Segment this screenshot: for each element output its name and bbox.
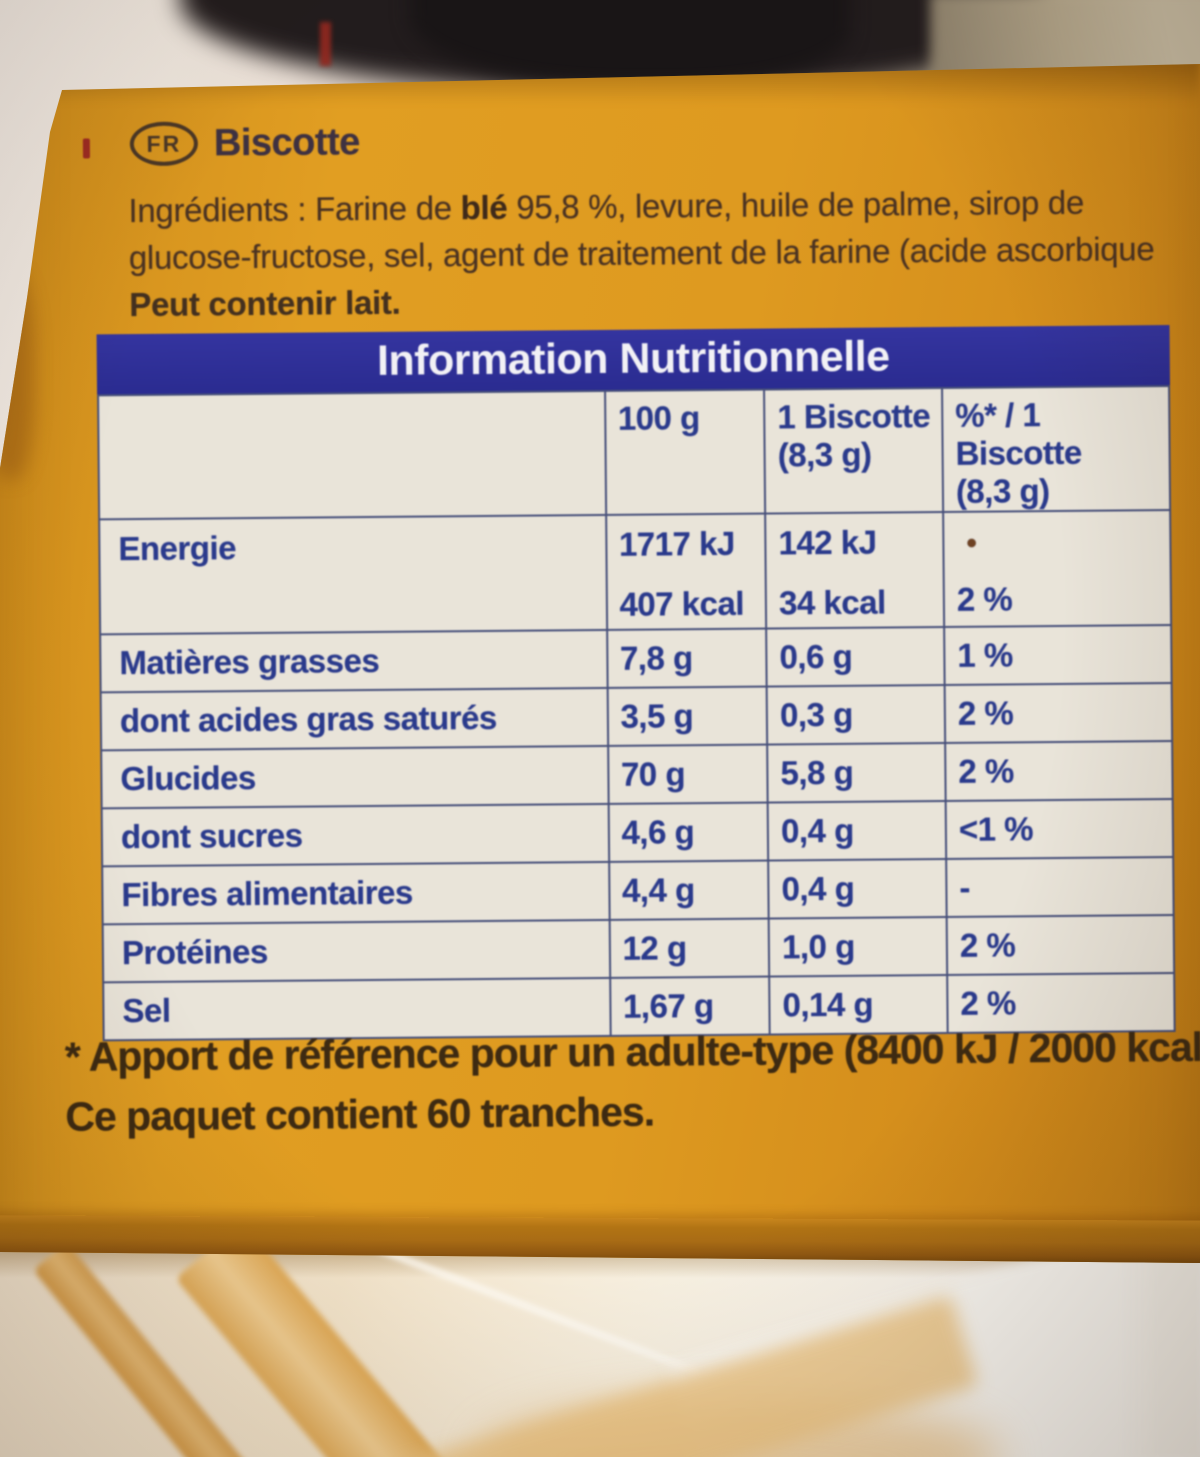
row-per-100g: 12 g — [609, 918, 770, 978]
energie-kcal-biscotte: 34 kcal — [778, 583, 886, 622]
row-per-100g: 7,8 g — [606, 628, 767, 688]
row-per-100g: 3,5 g — [607, 686, 768, 746]
row-percent: 2 % — [944, 683, 1173, 743]
fr-badge-text: FR — [146, 130, 182, 157]
header-percent-line2: (8,3 g) — [955, 472, 1050, 510]
red-streak — [320, 22, 331, 66]
row-per-biscotte: 0,4 g — [767, 800, 947, 861]
row-label: Fibres alimentaires — [102, 861, 610, 925]
energie-percent-value: 2 % — [956, 580, 1013, 618]
table-row-proteines: Protéines 12 g 1,0 g 2 % — [102, 915, 1175, 983]
row-per-biscotte: 0,6 g — [766, 626, 945, 687]
row-per-100g: 70 g — [607, 744, 768, 804]
ingredients-line-2: glucose-fructose, sel, agent de traiteme… — [128, 230, 1155, 277]
table-row-matieres-grasses: Matières grasses 7,8 g 0,6 g 1 % — [100, 625, 1172, 693]
row-per-biscotte: 0,4 g — [768, 858, 947, 919]
row-label: dont sucres — [101, 803, 609, 867]
row-per-biscotte: 1,0 g — [768, 916, 948, 977]
footnote-line-2: Ce paquet contient 60 tranches. — [65, 1088, 655, 1140]
table-row-glucides: Glucides 70 g 5,8 g 2 % — [101, 741, 1173, 809]
header-percent: %* / 1 Biscotte (8,3 g) — [941, 386, 1171, 512]
footnote: * Apport de référence pour un adulte-typ… — [65, 1017, 1200, 1147]
ingredients-line1-pre: Ingrédients : Farine de — [128, 189, 461, 230]
row-per-100g: 4,4 g — [608, 860, 769, 920]
table-row-energie: Energie 1717 kJ 407 kcal 142 kJ 34 kcal … — [99, 510, 1172, 635]
reference-marker: • — [966, 526, 977, 560]
header-per-biscotte: 1 Biscotte (8,3 g) — [764, 388, 944, 514]
energie-per-100g: 1717 kJ 407 kcal — [605, 513, 767, 630]
nutrition-table: 100 g 1 Biscotte (8,3 g) %* / 1 Biscotte… — [97, 385, 1176, 1042]
row-per-biscotte: 5,8 g — [767, 742, 946, 803]
table-row-acides-gras-satures: dont acides gras saturés 3,5 g 0,3 g 2 % — [100, 683, 1173, 751]
row-per-biscotte: 0,3 g — [766, 684, 946, 745]
row-percent: 2 % — [945, 741, 1173, 801]
fr-language-badge: FR — [129, 121, 199, 167]
header-percent-line1: %* / 1 Biscotte — [955, 396, 1082, 472]
nutrition-panel: Information Nutritionnelle 100 g 1 Bisco… — [96, 325, 1176, 1042]
header-per-100g-text: 100 g — [617, 399, 700, 437]
ingredients-line1-post: 95,8 %, levure, huile de palme, sirop de — [507, 183, 1085, 226]
table-row-fibres: Fibres alimentaires 4,4 g 0,4 g - — [102, 857, 1174, 925]
energie-percent: • 2 % — [943, 510, 1172, 627]
header-per-biscotte-line1: 1 Biscotte — [777, 397, 931, 436]
nutrition-title: Information Nutritionnelle — [96, 325, 1171, 395]
row-percent: - — [946, 857, 1174, 917]
row-percent: 1 % — [944, 625, 1172, 685]
row-label: Protéines — [102, 919, 610, 983]
row-per-100g: 4,6 g — [608, 802, 769, 862]
row-percent: 2 % — [946, 915, 1175, 975]
table-header-row: 100 g 1 Biscotte (8,3 g) %* / 1 Biscotte… — [98, 386, 1171, 520]
energie-kj-100g: 1717 kJ — [618, 524, 735, 563]
footnote-line-1: * Apport de référence pour un adulte-typ… — [64, 1023, 1200, 1080]
header-per-100g: 100 g — [604, 389, 766, 515]
row-percent: <1 % — [945, 799, 1174, 859]
wood-slat-2 — [175, 1248, 487, 1457]
background-table-surface — [0, 1248, 1200, 1457]
header-empty-cell — [98, 390, 606, 520]
row-label: Matières grasses — [100, 629, 608, 693]
allergen-statement: Peut contenir lait. — [129, 283, 401, 324]
energie-kcal-100g: 407 kcal — [619, 584, 745, 623]
language-product-row: FR Biscotte — [82, 120, 360, 167]
product-name: Biscotte — [213, 120, 360, 164]
header-per-biscotte-line2: (8,3 g) — [777, 435, 872, 474]
ingredients-text: Ingrédients : Farine de blé 95,8 %, levu… — [128, 177, 1200, 328]
red-speck — [82, 138, 91, 159]
row-label: Energie — [99, 514, 607, 635]
ingredients-line1-bold: blé — [460, 188, 508, 227]
table-row-sucres: dont sucres 4,6 g 0,4 g <1 % — [101, 799, 1174, 867]
energie-kj-biscotte: 142 kJ — [778, 523, 877, 562]
background-white-edge — [1120, 1248, 1200, 1457]
row-label: dont acides gras saturés — [100, 687, 608, 751]
energie-per-biscotte: 142 kJ 34 kcal — [765, 511, 945, 629]
row-label: Glucides — [101, 745, 609, 809]
